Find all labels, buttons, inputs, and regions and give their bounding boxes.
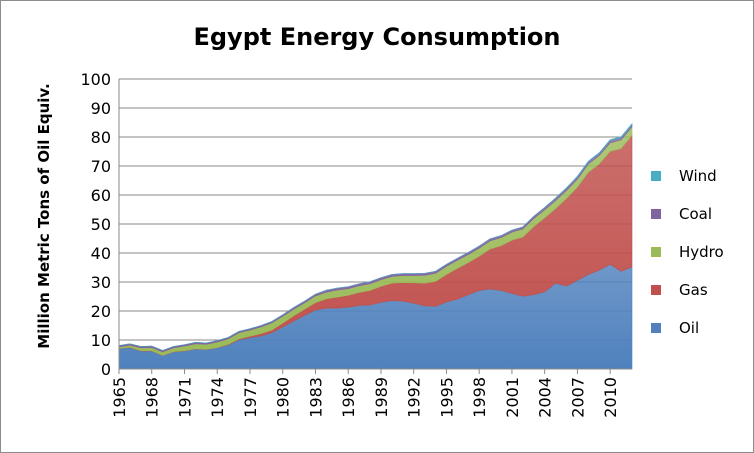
legend-swatch [651,323,661,333]
y-tick-label: 10 [91,331,111,350]
x-tick-label: 2004 [536,377,555,418]
y-tick-label: 20 [91,302,111,321]
legend-label: Hydro [679,243,724,261]
y-tick-label: 70 [91,157,111,176]
x-tick-label: 1998 [470,377,489,418]
x-tick-label: 1971 [175,377,194,418]
x-tick-label: 1965 [110,377,129,418]
legend-label: Gas [679,281,708,299]
legend-swatch [651,247,661,257]
chart-title: Egypt Energy Consumption [193,23,561,51]
area-series-wind [118,122,633,351]
legend-item-hydro: Hydro [651,243,751,261]
y-tick-label: 30 [91,273,111,292]
legend-item-coal: Coal [651,205,751,223]
legend-item-gas: Gas [651,281,751,299]
y-tick-label: 100 [80,70,111,89]
legend-swatch [651,171,661,181]
y-tick-label: 0 [101,360,111,379]
legend-label: Coal [679,205,713,223]
x-tick-label: 1980 [274,377,293,418]
y-tick-label: 90 [91,99,111,118]
y-tick-label: 80 [91,128,111,147]
x-tick-label: 2007 [568,377,587,418]
x-tick-label: 1995 [437,377,456,418]
legend-label: Wind [679,167,717,185]
y-tick-label: 50 [91,215,111,234]
x-tick-label: 2010 [601,377,620,418]
x-tick-label: 1968 [143,377,162,418]
y-tick-label: 60 [91,186,111,205]
legend-swatch [651,209,661,219]
x-tick-label: 1986 [339,377,358,418]
x-tick-label: 2001 [503,377,522,418]
x-tick-label: 1992 [405,377,424,418]
x-tick-label: 1989 [372,377,391,418]
x-tick-label: 1977 [241,377,260,418]
legend-swatch [651,285,661,295]
legend-label: Oil [679,319,700,337]
x-tick-label: 1983 [306,377,325,418]
legend-item-oil: Oil [651,319,751,337]
x-tick-label: 1974 [208,377,227,418]
legend-item-wind: Wind [651,167,751,185]
y-tick-label: 40 [91,244,111,263]
